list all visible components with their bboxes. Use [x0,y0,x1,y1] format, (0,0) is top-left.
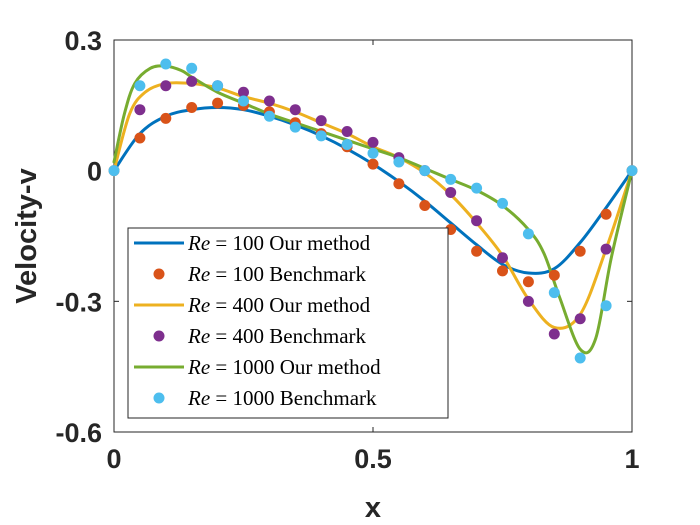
data-point [134,104,146,116]
tick-labels: 0 0.5 1 0.3 0 -0.3 -0.6 [55,26,639,474]
legend-marker-swatch [153,268,165,280]
legend-label: Re = 100 Our method [187,231,371,255]
data-point [289,104,301,116]
data-point [186,75,198,87]
data-point [289,121,301,133]
data-point [238,86,249,98]
data-point [522,228,534,240]
legend-label: Re = 1000 Our method [187,355,381,379]
data-point [626,165,638,177]
data-point [160,80,172,92]
data-point [574,245,586,257]
legend: Re = 100 Our method Re = 100 Benchmark Re … [127,227,449,419]
data-point [108,165,120,177]
legend-item: Re = 100 Our method [134,231,371,255]
data-point [134,80,146,92]
data-point [186,102,198,114]
data-point [600,300,612,312]
x-axis-label: x [365,492,381,524]
data-point [574,352,586,364]
data-point [367,136,379,148]
x-tick-label: 0 [106,444,121,474]
data-point [419,165,431,177]
legend-item: Re = 1000 Benchmark [153,386,377,410]
data-point [212,97,224,109]
data-point [263,95,275,107]
data-point [212,80,224,92]
data-point [497,265,508,277]
data-point [367,147,379,159]
data-point [238,95,249,107]
series-layer [108,58,638,364]
legend-label: Re = 100 Benchmark [187,262,367,286]
data-point [497,252,508,264]
legend-item: Re = 400 Our method [134,293,371,317]
data-point [471,245,483,257]
data-point [548,269,560,281]
data-point [548,328,560,340]
legend-label: Re = 1000 Benchmark [187,386,377,410]
series-line-re-400-our-method [112,81,634,330]
y-axis-label: Velocity-v [11,168,43,303]
legend-marker-swatch [153,392,165,404]
y-tick-label: 0 [87,157,102,187]
data-point [134,132,146,144]
data-point [341,139,353,151]
y-tick-label: -0.3 [55,287,102,317]
data-point [522,276,534,288]
data-point [393,178,405,190]
data-point [315,115,327,127]
legend-item: Re = 400 Benchmark [153,324,367,348]
y-tick-label: 0.3 [64,26,102,56]
series-markers-re-1000-benchmark [108,58,638,364]
legend-label: Re = 400 Benchmark [187,324,367,348]
data-point [315,130,327,142]
data-point [471,182,483,194]
legend-item: Re = 1000 Our method [134,355,381,379]
data-point [160,112,172,124]
data-point [548,287,560,299]
data-point [419,200,431,212]
data-point [186,62,198,74]
data-point [471,215,483,227]
data-point [445,173,457,185]
data-point [393,156,405,168]
data-point [600,243,612,255]
x-tick-label: 0.5 [354,444,392,474]
data-point [574,313,586,325]
data-point [160,58,172,70]
legend-label: Re = 400 Our method [187,293,371,317]
legend-box [127,227,449,419]
data-point [600,208,612,220]
data-point [522,295,534,307]
legend-marker-swatch [153,330,165,342]
data-point [341,125,353,137]
y-tick-label: -0.6 [55,418,102,448]
data-point [263,110,275,122]
x-tick-label: 1 [624,444,639,474]
data-point [445,186,457,198]
data-point [497,197,508,209]
data-point [367,158,379,170]
legend-item: Re = 100 Benchmark [153,262,367,286]
